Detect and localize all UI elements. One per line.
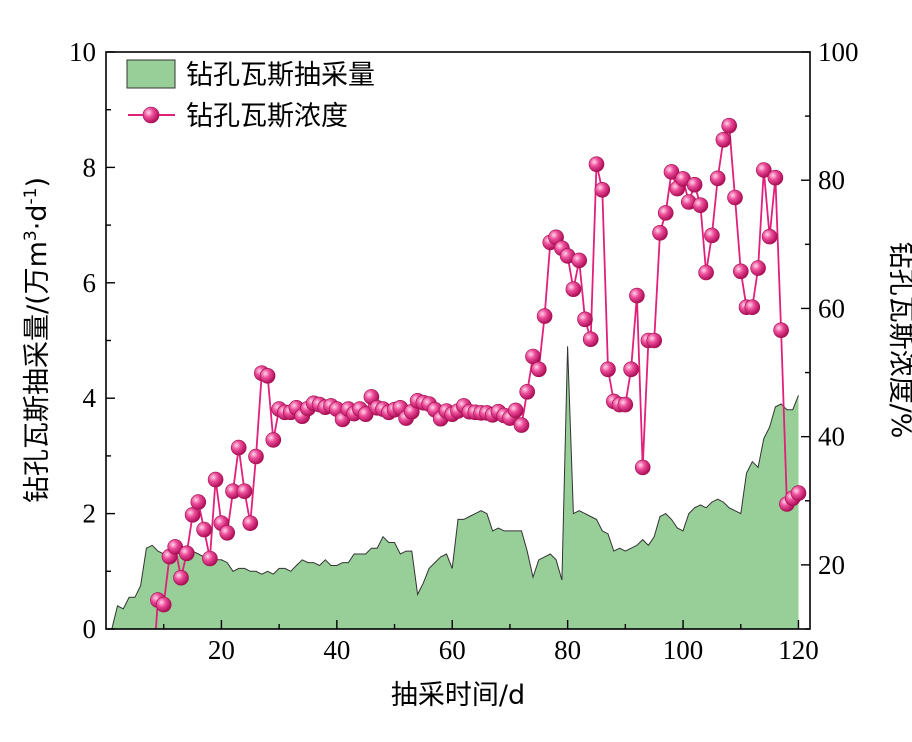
x-tick-label: 20: [208, 635, 235, 665]
x-tick-label: 60: [439, 635, 466, 665]
concentration-point: [594, 182, 611, 198]
concentration-point: [646, 332, 663, 349]
y-left-axis-ticks: 0 2 4 6 8 10: [69, 37, 115, 644]
concentration-point: [709, 170, 726, 187]
concentration-point: [657, 205, 674, 221]
concentration-point: [179, 545, 195, 562]
concentration-point: [617, 396, 634, 413]
concentration-point: [513, 417, 530, 433]
area-edge: [111, 346, 799, 629]
concentration-point: [692, 197, 709, 213]
concentration-point: [519, 383, 536, 400]
concentration-point: [259, 367, 276, 384]
concentration-point: [577, 311, 593, 328]
y-right-axis-title: 钻孔瓦斯浓度/%: [885, 242, 912, 439]
concentration-point: [721, 117, 738, 134]
concentration-point: [565, 281, 582, 298]
concentration-point: [767, 169, 784, 186]
y-right-tick-label: 80: [818, 165, 845, 195]
y-right-tick-label: 20: [818, 550, 845, 580]
concentration-point: [755, 162, 772, 178]
concentration-point: [525, 348, 541, 365]
concentration-point: [582, 331, 599, 348]
area-series-layer: [111, 346, 799, 629]
concentration-point: [588, 156, 605, 172]
concentration-point: [634, 459, 651, 476]
concentration-point: [190, 494, 207, 510]
concentration-point: [248, 448, 264, 465]
concentration-point: [744, 299, 761, 316]
concentration-point: [704, 227, 720, 244]
concentration-point: [236, 483, 253, 500]
concentration-point: [202, 550, 218, 567]
x-tick-label: 100: [663, 635, 704, 665]
area-fill: [111, 346, 799, 629]
legend-label-area: 钻孔瓦斯抽采量: [186, 60, 375, 91]
concentration-point: [750, 260, 766, 276]
concentration-point: [629, 287, 645, 304]
concentration-point: [727, 189, 743, 206]
x-axis-title: 抽采时间/d: [391, 680, 525, 711]
concentration-point: [732, 263, 749, 280]
concentration-point: [155, 596, 172, 613]
y-left-tick-label: 6: [83, 268, 97, 298]
legend: 钻孔瓦斯抽采量 钻孔瓦斯浓度: [126, 59, 375, 132]
concentration-point: [773, 322, 789, 339]
concentration-point: [600, 361, 616, 378]
x-tick-label: 80: [554, 635, 581, 665]
y-right-tick-label: 100: [818, 37, 859, 67]
legend-swatch-area: [126, 59, 176, 89]
y-left-tick-label: 2: [83, 499, 97, 529]
concentration-point: [623, 361, 639, 378]
legend-label-line: 钻孔瓦斯浓度: [186, 101, 348, 132]
concentration-point: [265, 432, 282, 448]
concentration-point: [230, 439, 247, 456]
concentration-point: [698, 264, 714, 281]
concentration-point: [715, 132, 732, 148]
y-left-tick-label: 4: [83, 383, 97, 413]
y-left-tick-label: 0: [83, 614, 97, 644]
concentration-point: [207, 471, 224, 488]
concentration-point: [761, 228, 778, 245]
concentration-point: [686, 176, 703, 193]
x-axis-ticks: 20 40 60 80 100 120: [163, 620, 819, 665]
concentration-point: [652, 225, 668, 241]
concentration-point: [530, 361, 547, 378]
y-right-axis-ticks: 20 40 60 80 100: [801, 37, 859, 630]
concentration-point: [507, 402, 524, 419]
y-left-tick-label: 8: [83, 152, 97, 182]
concentration-point: [571, 252, 588, 269]
x-tick-label: 120: [778, 635, 819, 665]
concentration-point: [790, 485, 807, 501]
y-left-axis-title: 钻孔瓦斯抽采量/(万m3·d-1): [21, 177, 53, 503]
y-right-tick-label: 60: [818, 293, 845, 323]
legend-swatch-marker: [142, 106, 160, 124]
line-series-layer: [150, 117, 807, 629]
y-right-tick-label: 40: [818, 422, 845, 452]
concentration-point: [196, 521, 212, 538]
concentration-point: [242, 515, 259, 532]
x-tick-label: 40: [323, 635, 350, 665]
concentration-point: [219, 524, 235, 541]
concentration-point: [173, 569, 189, 586]
concentration-point: [536, 308, 553, 324]
y-left-tick-label: 10: [69, 37, 96, 67]
concentration-point: [663, 164, 680, 180]
